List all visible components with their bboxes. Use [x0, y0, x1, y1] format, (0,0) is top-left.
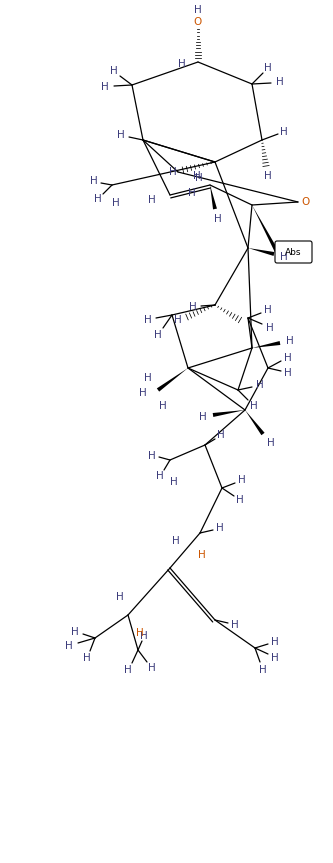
Polygon shape [252, 341, 280, 348]
Text: H: H [231, 620, 239, 630]
Text: H: H [216, 523, 224, 533]
Text: H: H [71, 627, 79, 637]
Text: H: H [172, 536, 180, 546]
Polygon shape [245, 410, 265, 435]
Text: H: H [284, 353, 292, 363]
Text: H: H [266, 323, 274, 333]
Text: H: H [170, 477, 178, 487]
Text: H: H [174, 315, 182, 325]
Text: H: H [90, 176, 98, 186]
Text: H: H [83, 653, 91, 663]
Text: H: H [259, 665, 267, 675]
Text: H: H [124, 665, 132, 675]
Text: H: H [217, 430, 225, 440]
Polygon shape [248, 248, 274, 256]
Text: H: H [256, 380, 264, 390]
Text: H: H [271, 637, 279, 647]
Text: H: H [214, 214, 222, 224]
Text: H: H [284, 368, 292, 378]
Text: H: H [238, 475, 246, 485]
Text: H: H [264, 305, 272, 315]
Polygon shape [252, 205, 279, 253]
Text: H: H [148, 195, 156, 205]
Polygon shape [157, 368, 188, 392]
Text: H: H [199, 412, 207, 422]
Text: H: H [286, 336, 294, 346]
Text: H: H [169, 167, 177, 177]
Text: H: H [280, 127, 288, 137]
Text: H: H [94, 194, 102, 204]
Text: H: H [236, 495, 244, 505]
Text: H: H [148, 451, 156, 461]
Text: H: H [140, 631, 148, 641]
Text: H: H [250, 401, 258, 411]
Text: H: H [65, 641, 73, 651]
Text: H: H [112, 198, 120, 208]
Text: H: H [276, 77, 284, 87]
Text: H: H [110, 66, 118, 76]
Text: H: H [195, 173, 203, 183]
Text: H: H [144, 315, 152, 325]
Text: H: H [101, 82, 109, 92]
FancyBboxPatch shape [275, 241, 312, 263]
Text: H: H [264, 63, 272, 73]
Text: H: H [154, 330, 162, 340]
Text: H: H [156, 471, 164, 481]
Text: O: O [302, 197, 310, 207]
Text: H: H [198, 550, 206, 560]
Text: H: H [194, 5, 202, 15]
Polygon shape [213, 410, 245, 417]
Text: H: H [193, 171, 201, 181]
Text: O: O [194, 17, 202, 27]
Text: H: H [159, 401, 167, 411]
Text: H: H [144, 373, 152, 383]
Text: H: H [188, 188, 196, 198]
Text: H: H [264, 171, 272, 181]
Polygon shape [210, 185, 217, 210]
Text: H: H [267, 438, 275, 448]
Text: H: H [148, 663, 156, 673]
Text: H: H [116, 592, 124, 602]
Text: H: H [189, 302, 197, 312]
Text: H: H [139, 388, 147, 398]
Text: H: H [178, 59, 186, 69]
Text: H: H [117, 130, 125, 140]
Text: H: H [271, 653, 279, 663]
Text: Abs: Abs [285, 248, 301, 256]
Text: H: H [136, 628, 144, 638]
Text: H: H [280, 252, 288, 262]
